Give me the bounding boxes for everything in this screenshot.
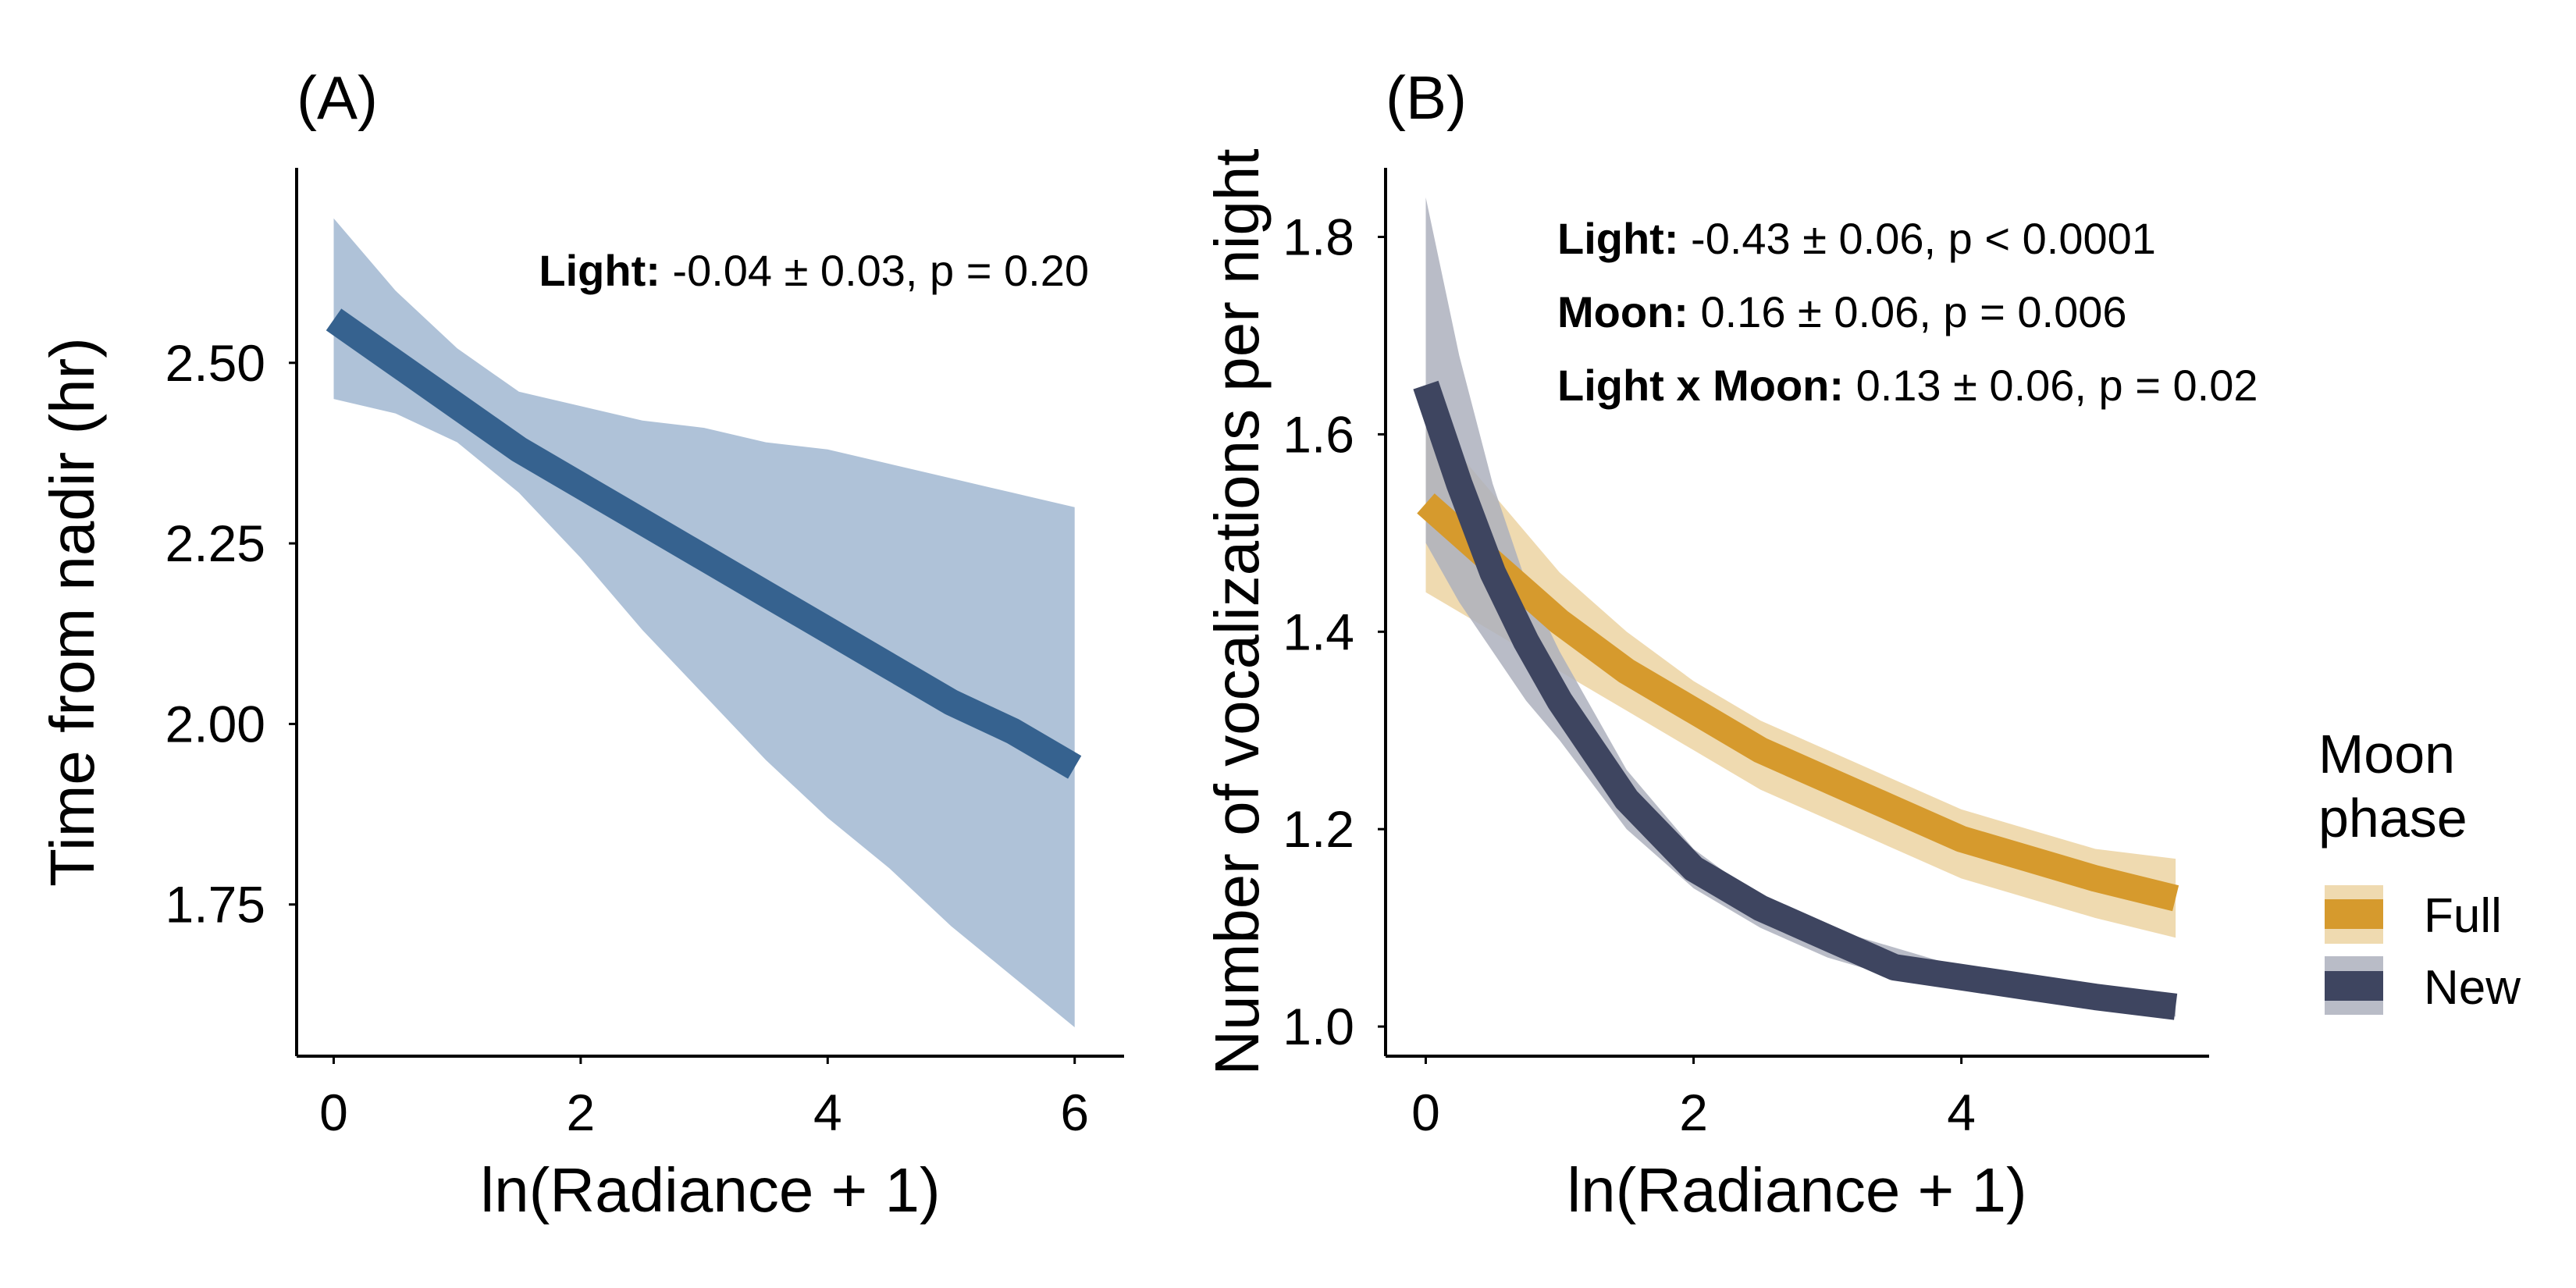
panel-b-annotation-moon-label: Moon: — [1557, 287, 1688, 336]
legend-key-full-line — [2325, 899, 2383, 929]
panel-b-annotation-interaction-value: 0.13 ± 0.06, p = 0.02 — [1844, 361, 2258, 410]
legend-title-line-2: phase — [2318, 788, 2467, 849]
panel-b-annotation-light-label: Light: — [1557, 214, 1678, 263]
panel-b: (B) 0 2 4 1.0 1.2 1.4 1.6 1.8 ln(Radiance + 1)… — [1202, 63, 2258, 1225]
panel-a-fit-lines — [326, 308, 1082, 779]
panel-a-annotation-light: Light: -0.04 ± 0.03, p = 0.20 — [539, 246, 1089, 295]
legend-label-full: Full — [2424, 889, 2502, 943]
panel-b-annotation-light-value: -0.43 ± 0.06, p < 0.0001 — [1678, 214, 2155, 263]
panel-b-annotation-light: Light: -0.43 ± 0.06, p < 0.0001 — [1557, 214, 2156, 263]
panel-a: (A) 0 2 4 6 1.75 2.00 2.25 2.50 ln(Radiance + … — [37, 63, 1124, 1225]
panel-a-y-tick-label: 2.50 — [165, 334, 265, 392]
panel-a-y-axis-title: Time from nadir (hr) — [37, 337, 107, 887]
panel-b-line-new — [1413, 380, 2178, 1020]
panel-b-annotation-interaction: Light x Moon: 0.13 ± 0.06, p = 0.02 — [1557, 361, 2258, 410]
panel-a-x-tick-label: 4 — [813, 1083, 842, 1141]
panel-b-x-tick-label: 2 — [1679, 1083, 1708, 1141]
panel-b-annotation-moon-value: 0.16 ± 0.06, p = 0.006 — [1688, 287, 2127, 336]
panel-a-line-series-0 — [326, 308, 1082, 779]
panel-a-annotation-light-label: Light: — [539, 246, 660, 295]
panel-b-label: (B) — [1386, 63, 1467, 132]
legend-key-new-line — [2325, 971, 2383, 1001]
panel-b-line-full — [1417, 493, 2179, 912]
panel-a-label: (A) — [297, 63, 378, 132]
panel-a-x-tick-label: 6 — [1060, 1083, 1089, 1141]
panel-a-y-ticks: 1.75 2.00 2.25 2.50 — [165, 334, 297, 934]
legend-label-new: New — [2424, 961, 2521, 1015]
panel-b-y-ticks: 1.0 1.2 1.4 1.6 1.8 — [1283, 208, 1386, 1055]
legend-title-line-1: Moon — [2318, 724, 2455, 785]
panel-a-band-series-0 — [333, 218, 1075, 1027]
panel-a-x-ticks: 0 2 4 6 — [319, 1056, 1089, 1141]
panel-a-x-axis-title: ln(Radiance + 1) — [480, 1155, 940, 1225]
panel-a-x-tick-label: 2 — [567, 1083, 596, 1141]
panel-b-x-tick-label: 0 — [1411, 1083, 1440, 1141]
panel-b-y-tick-label: 1.2 — [1283, 800, 1354, 858]
panel-b-x-axis-title: ln(Radiance + 1) — [1567, 1155, 2026, 1225]
panel-b-annotation-moon: Moon: 0.16 ± 0.06, p = 0.006 — [1557, 287, 2127, 336]
legend: Moon phase Full New — [2318, 724, 2521, 1015]
panel-b-annotation-interaction-label: Light x Moon: — [1557, 361, 1844, 410]
panel-b-y-tick-label: 1.4 — [1283, 603, 1354, 660]
panel-b-y-tick-label: 1.0 — [1283, 998, 1354, 1055]
panel-b-fit-lines — [1413, 380, 2179, 1020]
panel-a-y-tick-label: 1.75 — [165, 876, 265, 934]
panel-b-y-tick-label: 1.8 — [1283, 208, 1354, 266]
panel-a-confidence-bands — [333, 218, 1075, 1027]
panel-a-y-tick-label: 2.25 — [165, 514, 265, 572]
panel-a-x-tick-label: 0 — [319, 1083, 348, 1141]
panel-a-annotation-light-value: -0.04 ± 0.03, p = 0.20 — [660, 246, 1089, 295]
panel-a-y-tick-label: 2.00 — [165, 695, 265, 753]
legend-title: Moon phase — [2318, 724, 2471, 849]
panel-b-y-tick-label: 1.6 — [1283, 405, 1354, 463]
panel-b-x-ticks: 0 2 4 — [1411, 1056, 1976, 1141]
panel-b-y-axis-title: Number of vocalizations per night — [1202, 148, 1272, 1075]
panel-b-x-tick-label: 4 — [1947, 1083, 1976, 1141]
